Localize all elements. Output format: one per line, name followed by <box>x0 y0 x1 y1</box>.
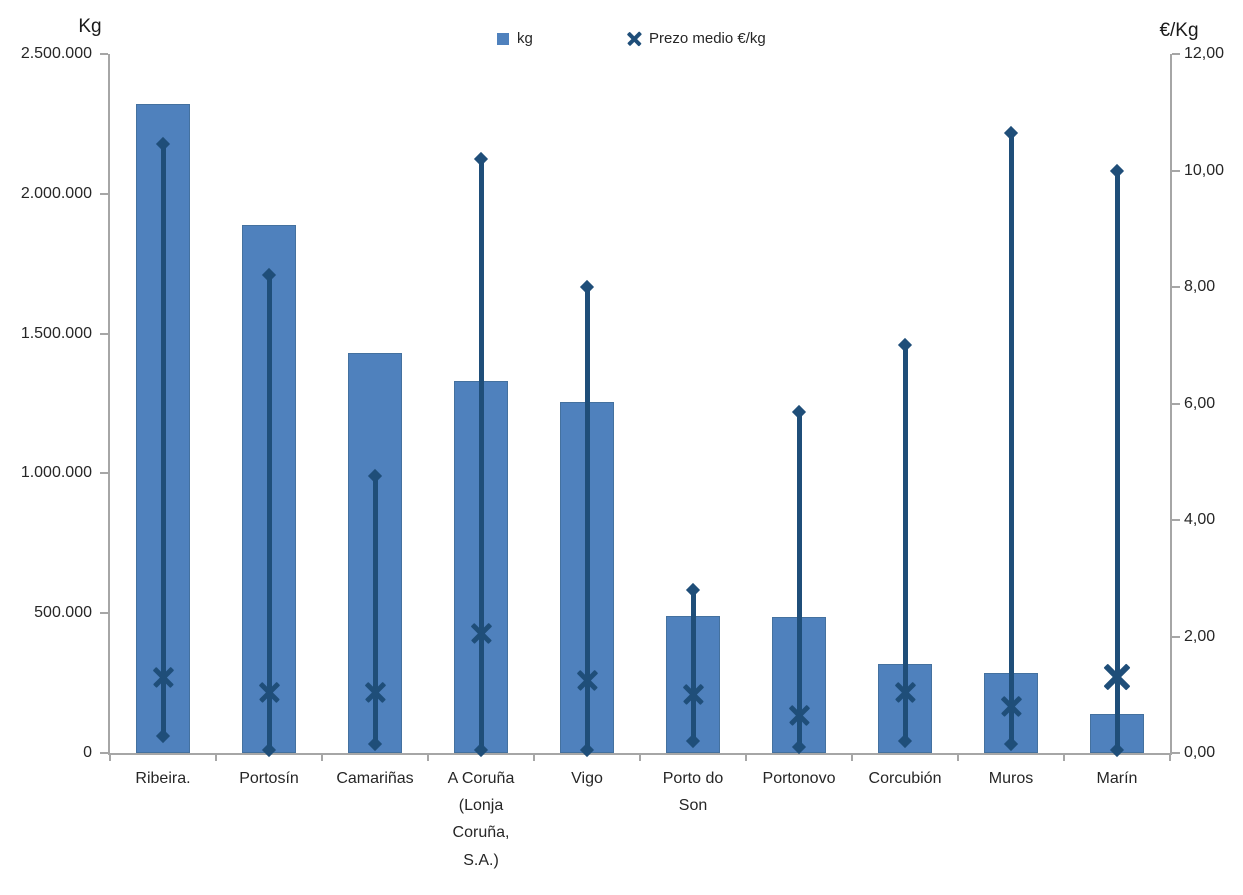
price-max-marker-3 <box>473 151 489 166</box>
category-label-0: Ribeira. <box>135 770 191 787</box>
left-axis-tick <box>100 612 108 615</box>
category-label-8: Muros <box>988 770 1034 787</box>
price-max-marker-8 <box>1003 125 1019 140</box>
price-range-line-1 <box>266 275 272 751</box>
price-range-line-6 <box>796 412 802 748</box>
prezo-medio-marker-6 <box>789 705 810 726</box>
left-axis-tick-label: 2.500.000 <box>20 45 92 62</box>
left-axis-title: Kg <box>78 16 102 37</box>
x-axis-tick <box>1169 755 1171 761</box>
x-axis-tick <box>1063 755 1065 761</box>
left-axis-tick-label: 500.000 <box>34 604 92 622</box>
x-axis-line <box>108 753 1172 755</box>
left-axis-tick <box>100 752 108 754</box>
prezo-medio-marker-1 <box>259 681 280 702</box>
x-axis-tick <box>533 755 535 761</box>
prezo-medio-marker-2 <box>365 681 386 702</box>
x-axis-tick <box>321 755 323 761</box>
right-axis-tick-label: 6,00 <box>1184 394 1216 412</box>
price-max-marker-4 <box>579 279 595 295</box>
left-axis-tick <box>100 192 108 195</box>
x-axis-tick <box>215 755 217 761</box>
right-axis-tick <box>1172 635 1180 638</box>
legend-item-prezo-medio: Prezo medio €/kg <box>627 30 766 47</box>
kg-series-swatch-icon <box>497 32 509 45</box>
prezo-medio-marker-8 <box>1001 696 1022 717</box>
right-axis-tick <box>1172 286 1180 288</box>
legend-price-label: Prezo medio €/kg <box>649 30 766 47</box>
price-range-line-0 <box>160 144 166 736</box>
price-range-line-7 <box>902 345 908 742</box>
x-axis-tick <box>851 755 853 761</box>
category-label-7: Corcubión <box>868 770 942 787</box>
price-range-line-9 <box>1114 170 1120 751</box>
left-axis-tick <box>100 472 108 475</box>
price-range-line-4 <box>584 287 590 751</box>
category-label-3: A Coruña (Lonja Coruña, S.A.) <box>447 770 515 869</box>
right-axis-title: €/Kg <box>1159 20 1199 41</box>
price-range-line-8 <box>1008 132 1014 745</box>
left-axis-line <box>108 54 110 755</box>
left-axis-tick-label: 0 <box>83 744 92 761</box>
prezo-medio-marker-7 <box>895 681 916 702</box>
right-axis-tick <box>1172 402 1180 405</box>
right-axis-tick <box>1172 752 1180 754</box>
category-label-4: Vigo <box>571 770 603 787</box>
prezo-medio-marker-3 <box>471 623 492 644</box>
prezo-medio-marker-9 <box>1104 664 1131 691</box>
prezo-medio-marker-0 <box>153 667 174 688</box>
right-axis-tick <box>1172 519 1180 521</box>
right-axis-tick-label: 8,00 <box>1184 278 1216 295</box>
right-axis-tick-label: 10,00 <box>1184 161 1225 179</box>
right-axis-tick <box>1172 53 1180 55</box>
category-label-1: Portosín <box>239 770 299 787</box>
category-label-2: Camariñas <box>336 770 414 787</box>
x-axis-tick <box>427 755 429 761</box>
x-axis-tick <box>745 755 747 761</box>
price-range-line-2 <box>372 476 378 745</box>
right-axis-tick-label: 2,00 <box>1184 627 1216 645</box>
price-max-marker-6 <box>791 405 807 420</box>
price-max-marker-7 <box>897 338 913 353</box>
left-axis-tick-label: 1.500.000 <box>20 324 92 342</box>
category-label-5: Porto do Son <box>662 770 724 815</box>
legend-item-kg: kg <box>497 30 533 47</box>
x-axis-tick <box>639 755 641 761</box>
prezo-medio-marker-4 <box>577 670 598 691</box>
category-label-9: Marín <box>1096 770 1138 787</box>
left-axis-tick-label: 1.000.000 <box>20 464 92 482</box>
price-max-marker-5 <box>685 582 701 597</box>
right-axis-tick-label: 12,00 <box>1184 45 1225 62</box>
prezo-medio-marker-5 <box>683 684 704 705</box>
right-axis-tick-label: 0,00 <box>1184 744 1216 761</box>
right-axis-tick <box>1172 169 1180 172</box>
price-range-line-5 <box>690 589 696 742</box>
right-axis-line <box>1170 54 1172 755</box>
category-label-6: Portonovo <box>762 770 836 787</box>
x-axis-tick <box>957 755 959 761</box>
legend-kg-label: kg <box>517 30 533 47</box>
left-axis-tick-label: 2.000.000 <box>20 184 92 202</box>
left-axis-tick <box>100 332 108 335</box>
left-axis-tick <box>100 53 108 55</box>
x-axis-tick <box>109 755 111 761</box>
right-axis-tick-label: 4,00 <box>1184 511 1216 528</box>
price-max-marker-9 <box>1109 163 1125 178</box>
price-range-line-3 <box>478 158 484 751</box>
prezo-medio-x-marker-icon <box>627 32 641 46</box>
